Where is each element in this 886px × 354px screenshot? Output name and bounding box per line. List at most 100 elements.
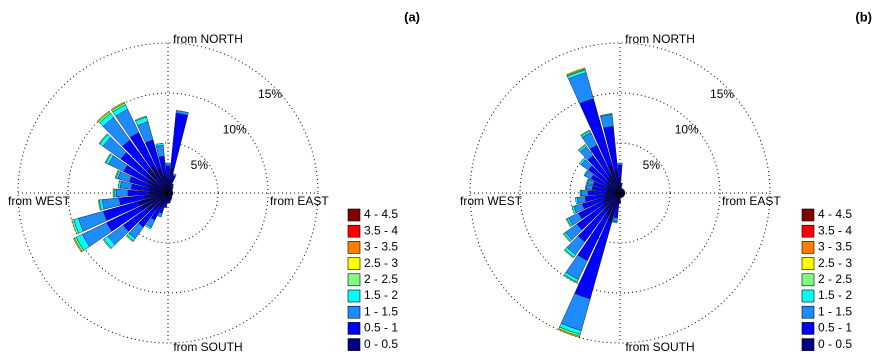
grid-circle	[469, 42, 771, 344]
direction-label: from EAST	[722, 194, 781, 208]
legend-swatch	[347, 224, 361, 238]
wind-segment	[580, 129, 591, 137]
wind-segment	[155, 143, 164, 147]
grid-circle	[67, 92, 269, 294]
legend-label: 1.5 - 2	[818, 288, 852, 302]
panel-label: (a)	[404, 9, 420, 24]
wind-segment	[563, 249, 575, 259]
wind-segment	[102, 238, 112, 250]
wind-segment	[170, 186, 174, 190]
direction-label: from EAST	[270, 194, 329, 208]
legend-swatch	[801, 322, 815, 335]
wind-segment	[580, 189, 589, 197]
r-tick-label: 10%	[675, 122, 699, 136]
legend-swatch	[801, 273, 815, 287]
legend-label: 0.5 - 1	[364, 321, 398, 335]
legend-label: 0 - 0.5	[818, 337, 852, 351]
wind-segment	[170, 188, 174, 191]
legend-swatch	[347, 208, 361, 222]
r-tick-label: 15%	[258, 87, 282, 101]
wind-segment	[165, 165, 171, 179]
wind-segment	[97, 110, 110, 122]
wind-segment	[172, 173, 177, 177]
direction-label: from NORTH	[173, 32, 243, 46]
wind-segment	[71, 219, 79, 235]
wind-segment	[565, 218, 572, 228]
wind-segment	[566, 67, 586, 76]
legend-label: 1.5 - 2	[364, 288, 398, 302]
legend-swatch	[347, 305, 361, 319]
wind-segment	[118, 180, 122, 189]
wind-segment	[164, 206, 167, 209]
legend-swatch	[347, 273, 361, 287]
wind-segment	[168, 198, 171, 204]
legend-swatch	[801, 241, 815, 254]
legend-swatch	[801, 257, 815, 270]
wind-segment	[134, 115, 147, 122]
legend-swatch	[347, 338, 361, 351]
direction-label: from WEST	[8, 194, 71, 208]
wind-segment	[620, 182, 623, 188]
legend-label: 2 - 2.5	[818, 272, 852, 286]
wind-segment	[167, 198, 169, 204]
wind-segment	[579, 189, 582, 197]
wind-segment	[110, 101, 125, 111]
wind-segment	[562, 232, 571, 243]
legend-label: 1 - 1.5	[818, 304, 852, 318]
legend-swatch	[801, 338, 815, 351]
wind-segment	[73, 237, 83, 253]
wind-segment	[170, 183, 174, 189]
wind-segment	[114, 170, 120, 179]
wind-segment	[145, 224, 152, 230]
legend-label: 4 - 4.5	[364, 207, 398, 221]
wind-segment	[617, 162, 623, 166]
grid-circle	[519, 92, 721, 294]
legend-label: 0.5 - 1	[818, 321, 852, 335]
wind-segment	[170, 113, 189, 170]
legend-swatch	[347, 241, 361, 254]
r-tick-label: 15%	[710, 87, 734, 101]
legend-label: 1 - 1.5	[364, 304, 398, 318]
wind-segment	[586, 178, 590, 185]
wind-segment	[599, 113, 613, 117]
wind-segment	[115, 188, 129, 198]
wind-segment	[558, 328, 580, 338]
legend-label: 3 - 3.5	[364, 240, 398, 254]
legend-label: 3.5 - 4	[364, 223, 398, 237]
wind-segment	[583, 170, 589, 177]
wind-segment	[125, 234, 134, 243]
direction-label: from NORTH	[625, 32, 695, 46]
direction-label: from SOUTH	[625, 340, 694, 354]
panel-label: (b)	[855, 9, 872, 24]
wind-segment	[577, 143, 586, 152]
wind-segment	[175, 110, 189, 116]
wind-segment	[579, 157, 586, 166]
legend-swatch	[801, 305, 815, 319]
wind-segment	[104, 153, 112, 164]
r-tick-label: 5%	[191, 158, 209, 172]
direction-label: from SOUTH	[173, 340, 242, 354]
r-tick-label: 10%	[223, 122, 247, 136]
direction-label: from WEST	[460, 194, 523, 208]
wind-segment	[112, 188, 115, 198]
grid-circle	[17, 42, 319, 344]
legend-label: 0 - 0.5	[364, 337, 398, 351]
legend-label: 2.5 - 3	[818, 256, 852, 270]
legend-swatch	[801, 289, 815, 303]
wind-rose: (a) 5% 10% 15% from NORTH from EAST from SOUTH…	[8, 9, 420, 354]
wind-segment	[113, 188, 117, 198]
legend-label: 3.5 - 4	[818, 223, 852, 237]
wind-segment	[612, 220, 618, 224]
wind-segment	[600, 114, 614, 129]
r-tick-label: 5%	[643, 158, 661, 172]
wind-segment	[157, 211, 163, 218]
legend-swatch	[801, 224, 815, 238]
wind-segment	[575, 197, 579, 205]
legend-label: 2.5 - 3	[364, 256, 398, 270]
legend-swatch	[801, 208, 815, 222]
legend-swatch	[347, 322, 361, 335]
wind-segment	[571, 205, 577, 214]
wind-segment	[563, 274, 578, 284]
legend-swatch	[347, 257, 361, 270]
